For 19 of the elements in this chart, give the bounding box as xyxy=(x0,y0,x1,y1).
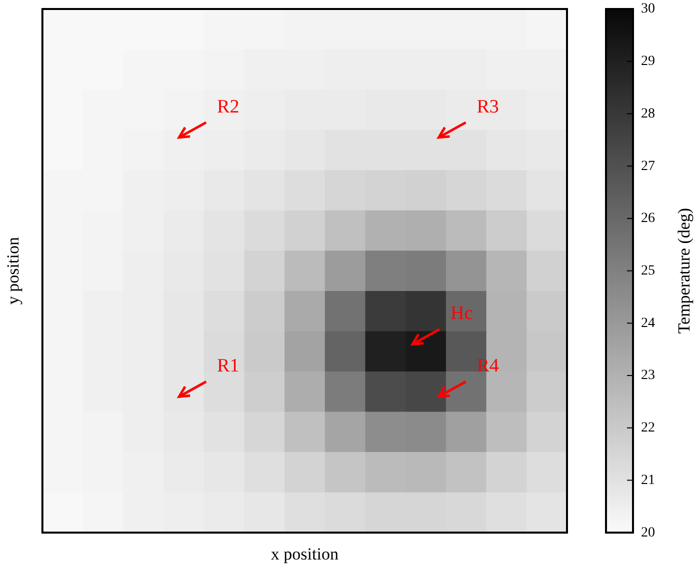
color-bar-label: 23 xyxy=(641,368,655,384)
color-bar-label: 29 xyxy=(641,54,655,70)
y-axis-title: y position xyxy=(4,236,23,305)
annotation: R1 xyxy=(217,356,240,377)
color-bar-label: 24 xyxy=(641,316,655,331)
annotation: R4 xyxy=(476,356,500,377)
color-bar-label: 30 xyxy=(641,2,655,17)
color-bar-title: Temperature (deg) xyxy=(674,208,694,334)
annotation: R2 xyxy=(217,96,240,118)
color-bar-label: 28 xyxy=(641,106,655,122)
color-bar-label: 27 xyxy=(641,158,655,174)
color-bar-label: 26 xyxy=(641,211,655,226)
color-bar-label: 21 xyxy=(641,472,655,488)
annotation: R3 xyxy=(476,96,499,118)
color-bar-label: 22 xyxy=(641,420,655,436)
color-bar-label: 20 xyxy=(641,525,655,540)
color-bar-label: 25 xyxy=(641,263,655,278)
annotation: Hc xyxy=(450,303,473,324)
x-axis-title: x position xyxy=(270,544,339,564)
